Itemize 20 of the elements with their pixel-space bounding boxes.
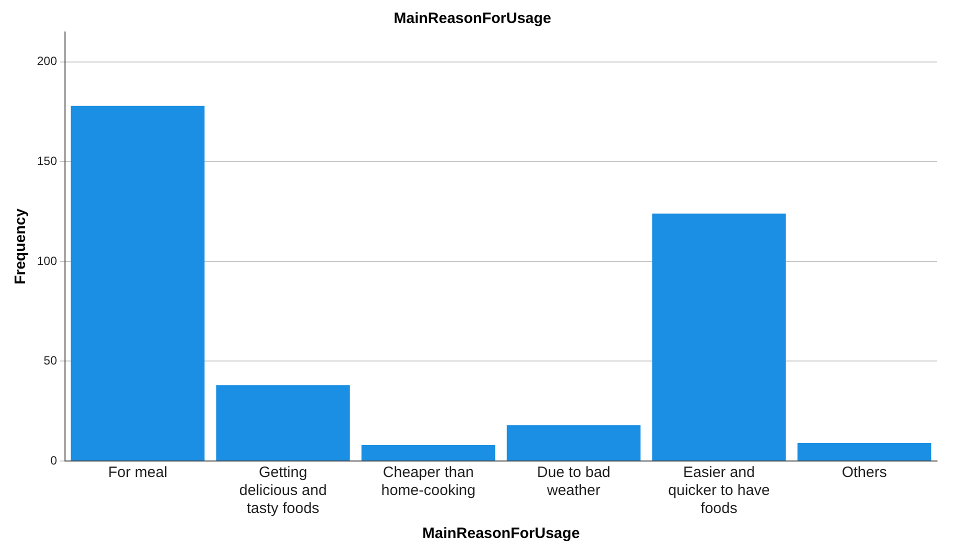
y-tick-label: 0 [50,453,58,468]
x-axis-title: MainReasonForUsage [422,525,580,542]
chart-title: MainReasonForUsage [394,10,552,28]
bar [506,425,641,460]
bar [70,106,205,460]
y-tick-label: 100 [36,254,58,268]
y-axis-title: Frequency [12,208,30,284]
bar [652,214,786,460]
x-tick-label: For meal [108,464,168,482]
x-tick-label: Due to bad weather [536,464,610,500]
bar [216,385,350,460]
bar [361,445,496,460]
x-tick-label: Easier and quicker to have foods [668,464,770,518]
bar [797,443,932,460]
x-tick-label: Getting delicious and tasty foods [239,464,327,518]
y-tick-label: 50 [44,354,58,368]
y-tick-label: 150 [36,154,58,168]
y-tick-label: 200 [36,54,58,68]
x-tick-label: Others [842,464,887,482]
x-tick-label: Cheaper than home-cooking [381,464,476,500]
